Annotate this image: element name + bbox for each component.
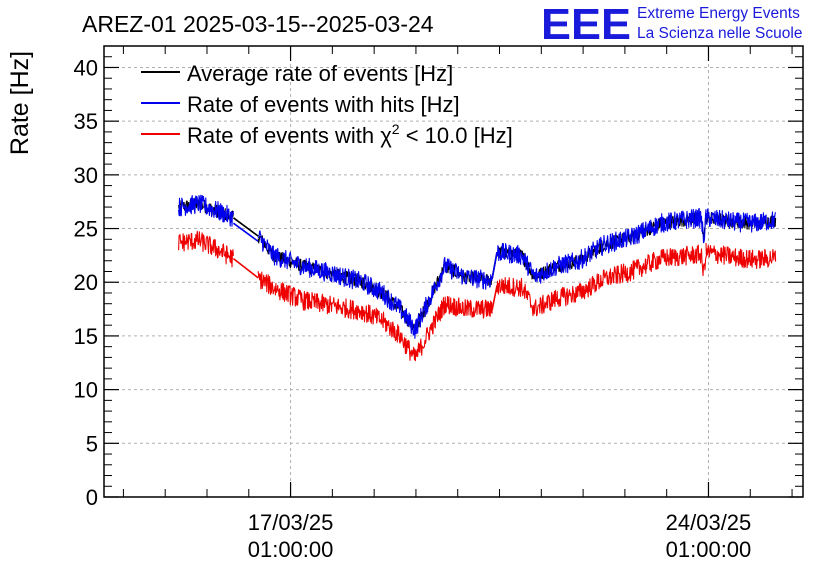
eee-logo-mark: EEE xyxy=(541,0,631,49)
series-2-segment-4 xyxy=(496,244,702,317)
x-tick-label-date: 24/03/25 xyxy=(666,510,752,535)
x-tick-label-date: 17/03/25 xyxy=(248,510,334,535)
series-1-segment-5 xyxy=(700,209,707,244)
y-tick-label: 30 xyxy=(74,163,98,188)
y-tick-label: 10 xyxy=(74,378,98,403)
legend-label-chi2: Rate of events with χ2 < 10.0 [Hz] xyxy=(187,121,513,148)
legend: Average rate of events [Hz] Rate of even… xyxy=(141,61,513,148)
y-tick-label: 5 xyxy=(86,431,98,456)
series-1-segment-1 xyxy=(232,222,259,243)
y-tick-label: 35 xyxy=(74,109,98,134)
y-tick-label: 25 xyxy=(74,217,98,242)
y-tick-label: 40 xyxy=(74,55,98,80)
y-tick-label: 15 xyxy=(74,324,98,349)
x-tick-label-time: 01:00:00 xyxy=(248,537,334,562)
legend-label-chi2-sup: 2 xyxy=(392,121,400,137)
series-1 xyxy=(178,194,777,339)
series-1-segment-0 xyxy=(178,194,234,227)
legend-entry-average: Average rate of events [Hz] xyxy=(141,61,453,86)
legend-entry-hits: Rate of events with hits [Hz] xyxy=(141,92,460,117)
series-1-segment-3 xyxy=(491,252,498,280)
legend-label-chi2-symbol: χ xyxy=(380,123,392,148)
x-tick-label-time: 01:00:00 xyxy=(666,537,752,562)
y-axis-label: Rate [Hz] xyxy=(6,51,34,155)
series-2-segment-2 xyxy=(257,271,493,362)
series-2-segment-0 xyxy=(178,230,234,268)
series-2 xyxy=(178,230,777,362)
series-layer xyxy=(178,194,777,362)
axis-ticks: 051015202530354017/03/2501:00:0024/03/25… xyxy=(74,45,803,562)
grid xyxy=(104,46,803,498)
series-1-segment-4 xyxy=(496,207,702,284)
legend-label-average: Average rate of events [Hz] xyxy=(187,61,453,86)
series-1-segment-6 xyxy=(705,208,777,233)
series-2-segment-6 xyxy=(705,242,777,270)
eee-logo-line2: La Scienza nelle Scuole xyxy=(637,25,802,42)
legend-label-hits: Rate of events with hits [Hz] xyxy=(187,92,460,117)
series-1-segment-2 xyxy=(257,230,493,339)
series-2-segment-1 xyxy=(232,257,259,279)
y-tick-label: 20 xyxy=(74,270,98,295)
series-0-segment-1 xyxy=(232,217,259,237)
chart-title: AREZ-01 2025-03-15--2025-03-24 xyxy=(82,11,434,37)
eee-logo-line1: Extreme Energy Events xyxy=(637,5,800,22)
legend-label-chi2-suffix: < 10.0 [Hz] xyxy=(400,123,513,148)
series-2-segment-3 xyxy=(491,285,498,311)
legend-entry-chi2: Rate of events with χ2 < 10.0 [Hz] xyxy=(141,121,513,148)
series-2-segment-5 xyxy=(700,248,707,277)
legend-label-chi2-prefix: Rate of events with xyxy=(187,123,380,148)
y-tick-label: 0 xyxy=(86,485,98,510)
eee-logo: EEE Extreme Energy Events La Scienza nel… xyxy=(541,0,802,49)
